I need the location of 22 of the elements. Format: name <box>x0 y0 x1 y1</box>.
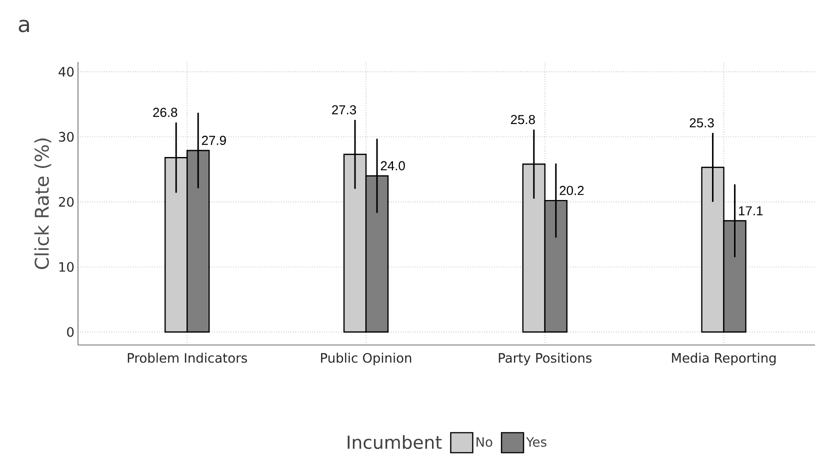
data-label: 25.8 <box>510 114 535 124</box>
x-tick-label: Media Reporting <box>672 352 776 366</box>
y-tick-label: 0 <box>67 327 74 337</box>
data-label: 27.3 <box>332 105 356 114</box>
x-tick-label: Problem Indicators <box>128 352 248 363</box>
x-tick-label: Party Positions <box>498 352 592 366</box>
data-label: 25.3 <box>690 118 714 128</box>
chart-title: a <box>18 20 29 32</box>
legend-label: No <box>476 437 492 447</box>
y-axis-title: Click Rate (%) <box>34 138 52 270</box>
data-label: 24.0 <box>380 161 405 170</box>
data-label: 26.8 <box>153 108 178 117</box>
data-label: 17.1 <box>738 206 763 216</box>
y-tick-label: 20 <box>58 196 74 207</box>
data-label: 27.9 <box>202 136 226 145</box>
y-tick-label: 10 <box>59 262 74 272</box>
x-tick-label: Public Opinion <box>321 352 412 366</box>
legend-label: Yes <box>526 437 546 447</box>
data-label: 20.2 <box>560 186 584 196</box>
y-tick-label: 30 <box>58 132 74 142</box>
legend-title: Incumbent <box>348 435 442 450</box>
y-tick-label: 40 <box>58 66 74 77</box>
